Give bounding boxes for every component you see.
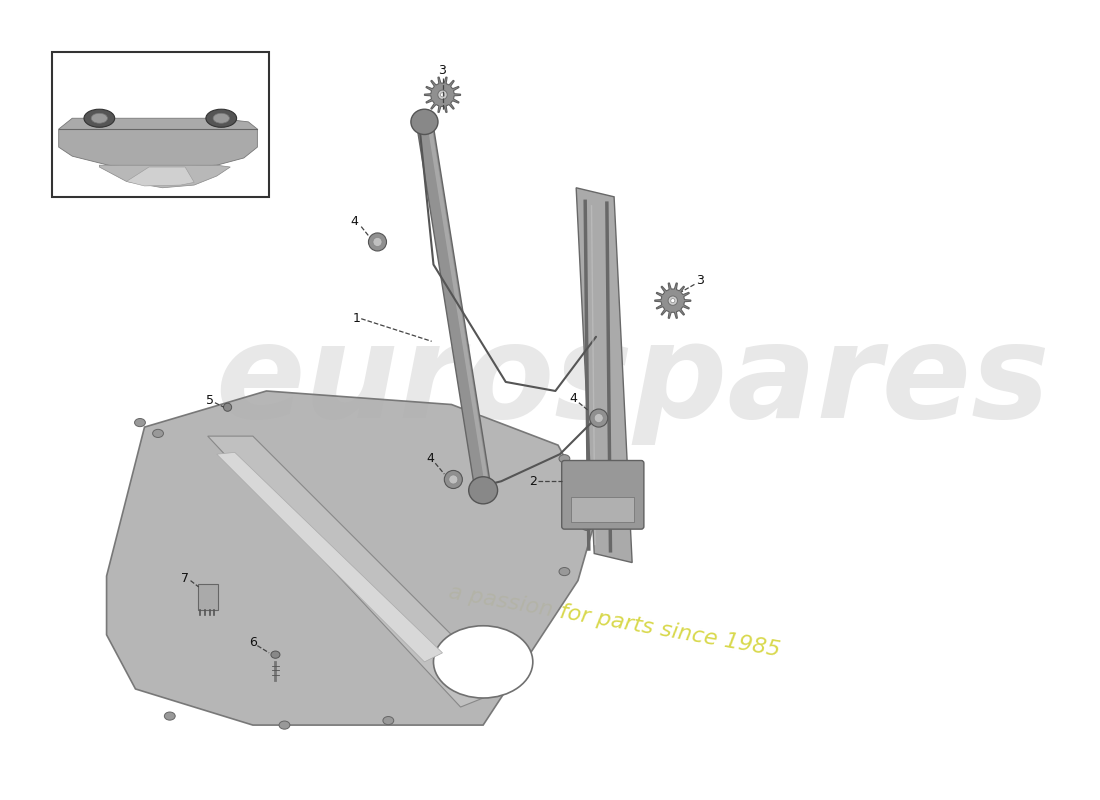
- Ellipse shape: [438, 90, 448, 99]
- Ellipse shape: [559, 567, 570, 576]
- Text: 4: 4: [570, 392, 578, 405]
- Text: a passion for parts since 1985: a passion for parts since 1985: [447, 582, 781, 660]
- Ellipse shape: [91, 114, 108, 123]
- Ellipse shape: [368, 233, 386, 251]
- Text: 7: 7: [182, 572, 189, 586]
- Ellipse shape: [164, 712, 175, 720]
- Text: 4: 4: [350, 214, 358, 228]
- Ellipse shape: [206, 110, 236, 127]
- Text: 4: 4: [426, 452, 433, 465]
- Polygon shape: [417, 121, 492, 491]
- Ellipse shape: [469, 477, 497, 504]
- Ellipse shape: [373, 238, 382, 246]
- FancyBboxPatch shape: [562, 461, 644, 529]
- Polygon shape: [427, 121, 490, 490]
- Bar: [571, 497, 634, 522]
- Polygon shape: [208, 436, 506, 707]
- Text: 6: 6: [249, 635, 256, 649]
- Ellipse shape: [271, 651, 281, 658]
- Text: 2: 2: [529, 474, 537, 488]
- Ellipse shape: [668, 296, 678, 306]
- Text: 1: 1: [353, 312, 361, 326]
- Polygon shape: [576, 188, 632, 562]
- Text: 3: 3: [696, 274, 704, 287]
- Ellipse shape: [671, 298, 674, 302]
- Bar: [198, 584, 218, 610]
- Ellipse shape: [213, 114, 230, 123]
- Ellipse shape: [153, 430, 164, 438]
- Text: 3: 3: [439, 64, 447, 77]
- Ellipse shape: [559, 454, 570, 462]
- Ellipse shape: [383, 717, 394, 725]
- Ellipse shape: [84, 110, 114, 127]
- Ellipse shape: [444, 470, 462, 489]
- Polygon shape: [58, 118, 257, 170]
- Text: 5: 5: [206, 394, 213, 406]
- Polygon shape: [217, 452, 442, 662]
- Polygon shape: [126, 167, 195, 186]
- Polygon shape: [99, 166, 230, 188]
- Bar: [53, 52, 270, 197]
- Text: eurospares: eurospares: [214, 318, 1049, 446]
- Ellipse shape: [134, 418, 145, 426]
- Ellipse shape: [411, 110, 438, 134]
- Ellipse shape: [449, 475, 458, 484]
- Ellipse shape: [223, 403, 232, 411]
- Polygon shape: [654, 283, 691, 318]
- Polygon shape: [107, 391, 596, 725]
- Polygon shape: [425, 77, 461, 113]
- Ellipse shape: [279, 721, 290, 729]
- Ellipse shape: [433, 626, 532, 698]
- Ellipse shape: [590, 409, 608, 427]
- Ellipse shape: [594, 414, 603, 422]
- Ellipse shape: [440, 93, 444, 97]
- Ellipse shape: [582, 522, 593, 530]
